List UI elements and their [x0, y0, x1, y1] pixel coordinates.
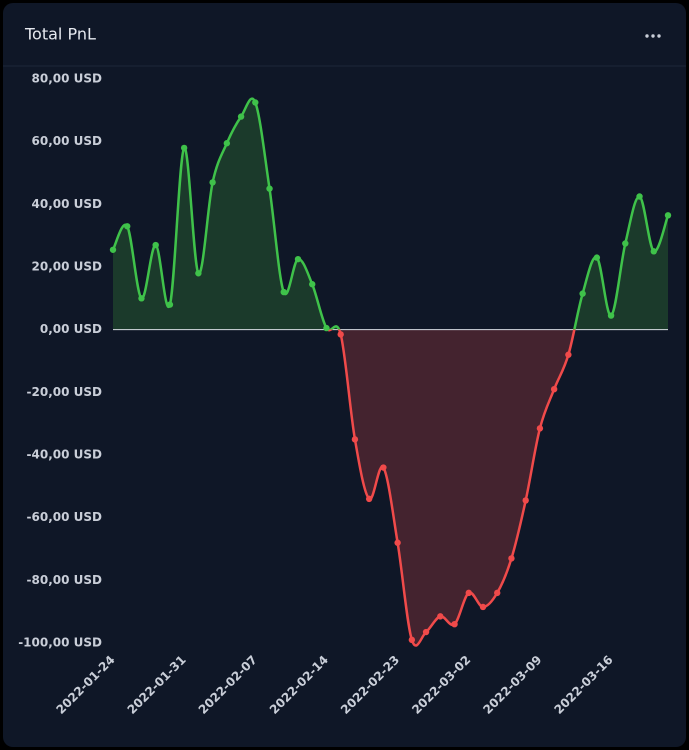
data-point	[195, 270, 202, 277]
data-point	[408, 636, 416, 644]
data-point	[237, 113, 245, 120]
data-point	[650, 248, 657, 255]
chart: Total PnL -100,00 USD -80,00 USD -60,00 US…	[3, 25, 686, 717]
x-tick-label: 2022-02-07	[196, 653, 260, 717]
data-point	[109, 246, 117, 253]
data-point	[152, 241, 159, 249]
data-point	[138, 295, 145, 302]
data-point	[266, 185, 273, 192]
data-point	[550, 386, 558, 393]
x-tick-label: 2022-01-31	[125, 653, 189, 717]
x-tick-label: 2022-01-24	[53, 653, 117, 717]
data-point	[309, 281, 316, 288]
data-point	[437, 613, 444, 620]
data-point	[664, 212, 672, 219]
data-point	[565, 351, 572, 358]
y-tick-label: 80,00 USD	[32, 72, 103, 86]
data-point	[536, 425, 544, 432]
data-point	[622, 240, 629, 247]
data-point	[280, 288, 287, 296]
menu-icon[interactable]	[645, 34, 661, 38]
card: Total PnL -100,00 USD -80,00 USD -60,00 US…	[3, 3, 686, 747]
data-point	[180, 144, 188, 152]
data-point	[323, 324, 330, 332]
x-tick-label: 2022-02-23	[338, 653, 402, 717]
y-tick-label: 20,00 USD	[32, 260, 103, 274]
data-point	[579, 290, 586, 297]
y-tick-label: -40,00 USD	[27, 448, 103, 462]
data-point	[294, 255, 302, 263]
y-tick-label: 60,00 USD	[32, 134, 103, 148]
data-point	[593, 254, 601, 261]
data-point	[365, 495, 373, 503]
data-point	[124, 223, 131, 230]
data-point	[494, 589, 501, 597]
y-tick-label: -20,00 USD	[27, 385, 103, 399]
x-tick-label: 2022-03-02	[409, 653, 473, 717]
y-tick-label: 40,00 USD	[32, 197, 103, 211]
area-fill	[113, 98, 668, 646]
data-point	[394, 539, 401, 546]
y-tick-label: -80,00 USD	[27, 573, 103, 587]
y-tick-label: 0,00 USD	[40, 322, 102, 336]
data-point	[508, 555, 515, 562]
data-point	[166, 301, 174, 308]
data-point	[479, 603, 487, 611]
chart-title: Total PnL	[24, 25, 96, 44]
y-tick-label: -100,00 USD	[18, 636, 102, 650]
data-point	[636, 193, 643, 200]
data-point	[465, 589, 472, 597]
data-point	[607, 312, 615, 319]
pnl-line	[111, 97, 670, 647]
data-point	[422, 628, 430, 636]
data-point	[337, 331, 344, 338]
data-point	[380, 464, 387, 471]
x-tick-label: 2022-03-16	[551, 653, 615, 717]
data-point	[223, 140, 231, 147]
x-tick-label: 2022-03-09	[480, 653, 544, 717]
data-point	[522, 497, 529, 504]
data-point	[252, 99, 259, 106]
y-tick-label: -60,00 USD	[27, 510, 103, 524]
data-point	[451, 621, 458, 628]
data-point	[351, 436, 359, 443]
x-tick-label: 2022-02-14	[267, 653, 331, 717]
data-point	[209, 179, 216, 186]
